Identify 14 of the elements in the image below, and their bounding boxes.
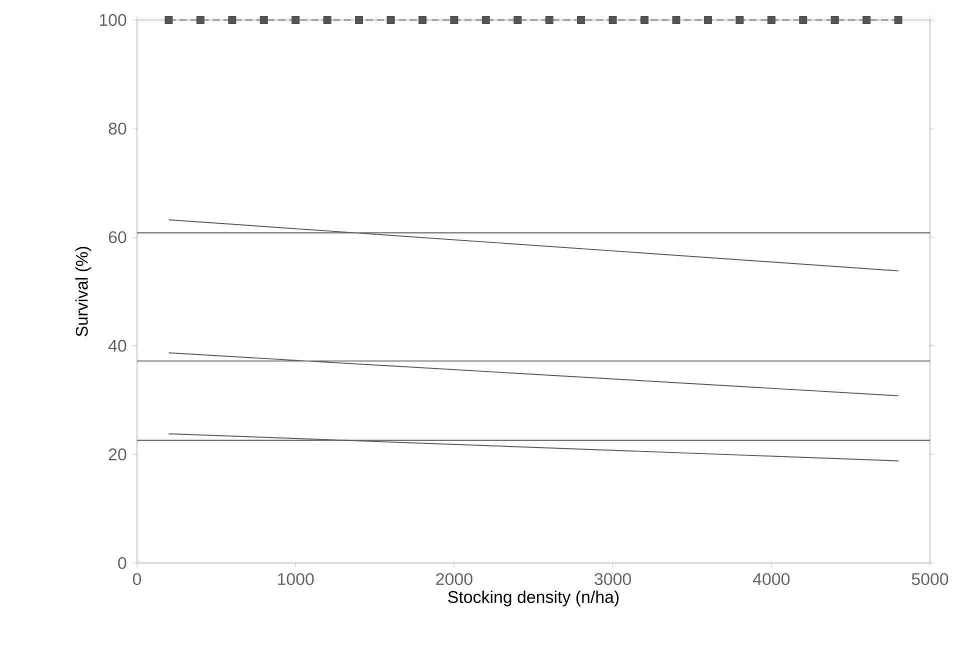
x-tick-label: 0 [132, 573, 142, 586]
y-tick-label: 0 [118, 557, 126, 569]
x-tick-label: 2000 [436, 573, 472, 586]
y-tick-label: 40 [108, 340, 126, 352]
x-axis-title: Stocking density (n/ha) [448, 590, 619, 606]
y-tick-label: 100 [100, 14, 126, 26]
y-tick-label: 20 [108, 448, 126, 460]
x-tick-label: 4000 [752, 573, 790, 586]
y-axis-title: Survival (%) [75, 246, 92, 336]
y-tick-label: 80 [108, 122, 126, 135]
x-tick-label: 5000 [912, 573, 948, 586]
x-tick-label: 1000 [278, 573, 314, 586]
y-tick-label: 60 [108, 231, 126, 244]
x-tick-label: 3000 [594, 573, 631, 586]
